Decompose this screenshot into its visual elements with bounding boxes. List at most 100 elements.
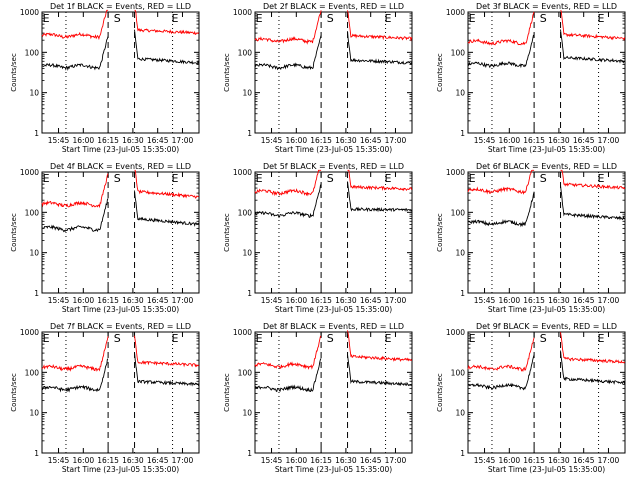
x-tick-label: 16:15 [97, 456, 119, 465]
detector-panel-3: Det 3f BLACK = Events, RED = LLD 1 10 100 10… [436, 2, 626, 154]
x-tick-label: 16:00 [73, 296, 95, 305]
plot-frame [41, 11, 200, 134]
detector-panel-9: Det 9f BLACK = Events, RED = LLD 1 10 100 10… [436, 322, 626, 474]
marker-eclipse: E [598, 172, 605, 185]
x-tick-label: 15:45 [48, 136, 70, 145]
marker-eclipse: E [598, 332, 605, 345]
events-curve-pre [41, 358, 109, 393]
events-curve-pre [467, 191, 535, 228]
panel-title: Det 1f BLACK = Events, RED = LLD [50, 2, 191, 11]
marker-eclipse: E [469, 12, 476, 25]
panel-title: Det 9f BLACK = Events, RED = LLD [476, 322, 617, 331]
marker-saa: S [327, 332, 334, 345]
events-curve-pre [41, 198, 109, 233]
x-tick-label: 16:45 [573, 136, 595, 145]
x-tick-label: 17:00 [385, 456, 407, 465]
y-tick-label: 1000 [20, 168, 39, 177]
events-curve-pre [467, 354, 535, 391]
marker-saa: S [114, 12, 121, 25]
y-axis-label: Counts/sec [10, 213, 18, 252]
x-axis-label: Start Time (23-Jul-05 15:35:00) [275, 145, 392, 154]
y-tick-label: 1 [34, 129, 39, 138]
x-tick-label: 16:00 [73, 136, 95, 145]
events-curve-post [347, 181, 413, 213]
y-tick-label: 1000 [233, 8, 252, 17]
plot-frame [467, 171, 626, 294]
x-tick-label: 15:45 [261, 136, 283, 145]
y-tick-label: 100 [451, 48, 466, 57]
x-tick-label: 16:45 [573, 296, 595, 305]
x-tick-label: 16:45 [360, 296, 382, 305]
marker-saa: S [114, 332, 121, 345]
marker-eclipse: E [469, 172, 476, 185]
events-curve-post [560, 29, 626, 64]
y-tick-label: 1 [460, 449, 465, 458]
panel-title: Det 2f BLACK = Events, RED = LLD [263, 2, 404, 11]
marker-eclipse: E [43, 172, 50, 185]
y-tick-label: 100 [451, 208, 466, 217]
y-axis-label: Counts/sec [10, 373, 18, 412]
x-axis-label: Start Time (23-Jul-05 15:35:00) [488, 305, 605, 314]
detector-panel-4: Det 4f BLACK = Events, RED = LLD 1 10 100 10… [10, 162, 200, 314]
x-tick-label: 17:00 [385, 136, 407, 145]
x-tick-label: 16:00 [286, 296, 308, 305]
events-curve-pre [254, 183, 322, 218]
x-tick-label: 16:45 [147, 456, 169, 465]
x-tick-label: 16:45 [360, 136, 382, 145]
y-tick-label: 10 [455, 409, 465, 418]
x-tick-label: 17:00 [172, 296, 194, 305]
y-tick-label: 1 [460, 289, 465, 298]
events-curve-post [560, 350, 626, 385]
detector-panel-8: Det 8f BLACK = Events, RED = LLD 1 10 100 10… [223, 322, 413, 474]
x-tick-label: 16:30 [548, 456, 570, 465]
events-curve-pre [42, 35, 109, 71]
detector-panel-6: Det 6f BLACK = Events, RED = LLD 1 10 100 10… [436, 162, 626, 314]
plot-frame [41, 171, 200, 294]
x-tick-label: 16:15 [310, 296, 332, 305]
panel-title: Det 7f BLACK = Events, RED = LLD [50, 322, 191, 331]
x-tick-label: 16:45 [147, 136, 169, 145]
marker-eclipse: E [469, 332, 476, 345]
y-axis-label: Counts/sec [436, 373, 444, 412]
x-tick-label: 16:30 [335, 296, 357, 305]
lld-curve-pre [254, 335, 322, 370]
y-tick-label: 10 [242, 249, 252, 258]
marker-eclipse: E [385, 172, 392, 185]
y-axis-label: Counts/sec [436, 53, 444, 92]
events-curve-post [347, 31, 413, 65]
lld-curve-post [134, 9, 200, 35]
plot-frame [254, 331, 413, 454]
x-tick-label: 16:30 [122, 296, 144, 305]
x-tick-label: 16:15 [97, 296, 119, 305]
x-tick-label: 16:30 [122, 136, 144, 145]
lld-curve-pre [467, 11, 535, 46]
y-tick-label: 1 [460, 129, 465, 138]
detector-panel-1: Det 1f BLACK = Events, RED = LLD 1 10 100 10… [10, 2, 200, 154]
x-tick-label: 16:15 [310, 136, 332, 145]
x-tick-label: 16:45 [147, 296, 169, 305]
y-axis-label: Counts/sec [10, 53, 18, 92]
y-tick-label: 10 [455, 249, 465, 258]
y-tick-label: 100 [238, 48, 253, 57]
x-tick-label: 15:45 [261, 456, 283, 465]
lld-curve-pre [41, 336, 109, 372]
y-tick-label: 1000 [446, 8, 465, 17]
x-tick-label: 17:00 [172, 456, 194, 465]
panel-title: Det 3f BLACK = Events, RED = LLD [476, 2, 617, 11]
marker-eclipse: E [598, 12, 605, 25]
events-curve-pre [467, 34, 535, 69]
x-axis-label: Start Time (23-Jul-05 15:35:00) [488, 145, 605, 154]
panel-title: Det 4f BLACK = Events, RED = LLD [50, 162, 191, 171]
x-tick-label: 15:45 [48, 456, 70, 465]
panel-title: Det 5f BLACK = Events, RED = LLD [263, 162, 404, 171]
marker-eclipse: E [43, 12, 50, 25]
x-tick-label: 15:45 [474, 456, 496, 465]
panel-title: Det 8f BLACK = Events, RED = LLD [263, 322, 404, 331]
x-tick-label: 17:00 [598, 136, 620, 145]
x-tick-label: 16:00 [499, 456, 521, 465]
lld-curve-post [560, 332, 626, 364]
x-tick-label: 16:15 [523, 456, 545, 465]
y-tick-label: 1000 [233, 168, 252, 177]
y-tick-label: 10 [455, 89, 465, 98]
